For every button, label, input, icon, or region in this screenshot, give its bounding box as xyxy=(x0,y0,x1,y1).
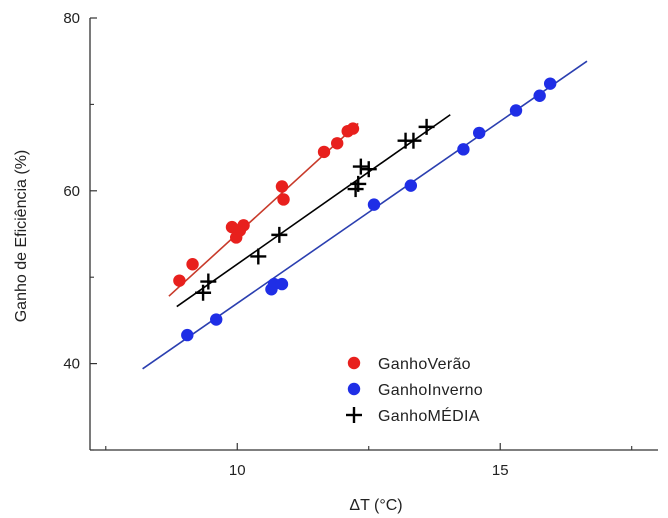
data-point-series-1 xyxy=(509,104,523,117)
data-point-series-1 xyxy=(275,277,289,291)
data-point-series-0 xyxy=(186,258,199,271)
data-point-series-2 xyxy=(360,161,377,178)
data-point-series-2 xyxy=(352,158,369,175)
data-point-series-0 xyxy=(346,122,360,135)
fit-line-0 xyxy=(168,122,359,297)
x-tick-label: 15 xyxy=(492,462,509,479)
x-axis-title: ΔT (°C) xyxy=(349,497,402,514)
data-point-series-1 xyxy=(367,198,381,211)
data-point-series-0 xyxy=(317,145,331,159)
data-point-series-1 xyxy=(543,77,557,90)
data-point-series-2 xyxy=(200,273,217,290)
axes xyxy=(89,18,658,451)
data-point-series-2 xyxy=(250,248,267,265)
data-point-series-0 xyxy=(237,219,250,232)
legend-label-1: GanhoInverno xyxy=(378,382,483,399)
legend-marker-2 xyxy=(346,407,362,423)
y-tick-label: 60 xyxy=(63,183,80,200)
data-point-series-0 xyxy=(173,274,186,287)
x-tick-label: 10 xyxy=(229,462,246,479)
legend-label-2: GanhoMÉDIA xyxy=(378,406,480,425)
legend-marker-0 xyxy=(347,356,361,370)
legend: GanhoVerão GanhoInverno GanhoMÉDIA xyxy=(346,356,483,425)
data-point-series-1 xyxy=(457,143,470,156)
legend-label-0: GanhoVerão xyxy=(378,356,471,373)
data-point-series-0 xyxy=(330,137,344,150)
data-point-series-1 xyxy=(210,313,223,326)
y-tick-label: 40 xyxy=(63,356,80,373)
data-point-series-1 xyxy=(472,126,486,140)
legend-marker-1 xyxy=(347,382,361,396)
data-point-series-2 xyxy=(195,284,212,301)
data-points xyxy=(173,77,557,342)
data-point-series-2 xyxy=(418,118,435,135)
y-tick-label: 80 xyxy=(63,10,80,27)
data-point-series-2 xyxy=(405,132,422,149)
data-point-series-2 xyxy=(350,175,367,192)
ticks: 40 60 80 10 15 xyxy=(63,10,633,479)
data-point-series-1 xyxy=(404,179,418,192)
fit-line-2 xyxy=(176,114,451,308)
data-point-series-0 xyxy=(277,193,290,206)
data-point-series-1 xyxy=(533,89,546,102)
data-point-series-0 xyxy=(275,180,289,193)
data-point-series-2 xyxy=(271,226,288,243)
data-point-series-1 xyxy=(181,328,194,342)
y-axis-title: Ganho de Eficiência (%) xyxy=(13,150,30,323)
